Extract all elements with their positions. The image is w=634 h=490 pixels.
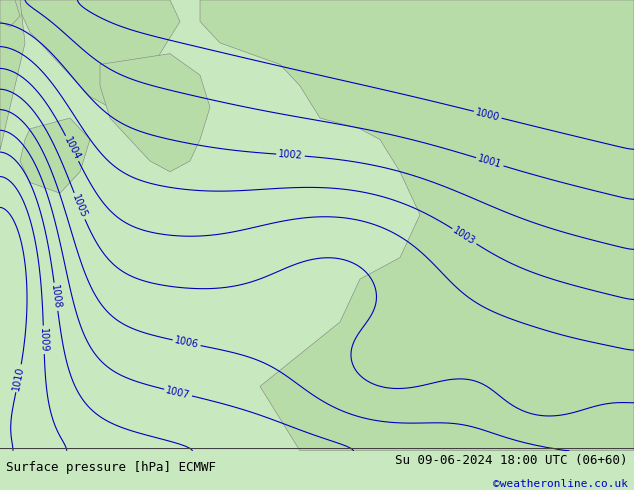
Text: 1008: 1008 [49,284,63,310]
Text: 1002: 1002 [278,149,303,161]
Polygon shape [0,0,25,150]
Text: 1010: 1010 [11,366,26,392]
Polygon shape [0,0,20,27]
Text: Su 09-06-2024 18:00 UTC (06+60): Su 09-06-2024 18:00 UTC (06+60) [395,454,628,466]
Text: 1007: 1007 [165,385,191,400]
Text: ©weatheronline.co.uk: ©weatheronline.co.uk [493,479,628,489]
Text: 1009: 1009 [39,327,49,352]
Text: 1000: 1000 [475,107,501,122]
Text: 1005: 1005 [70,193,89,220]
Polygon shape [200,0,634,451]
Polygon shape [100,54,210,172]
Text: Surface pressure [hPa] ECMWF: Surface pressure [hPa] ECMWF [6,461,216,474]
Polygon shape [20,0,180,107]
Text: 1006: 1006 [174,336,200,350]
Text: 1004: 1004 [62,135,82,162]
Text: 1003: 1003 [451,225,477,247]
Text: 1001: 1001 [477,153,503,170]
Polygon shape [20,118,90,193]
